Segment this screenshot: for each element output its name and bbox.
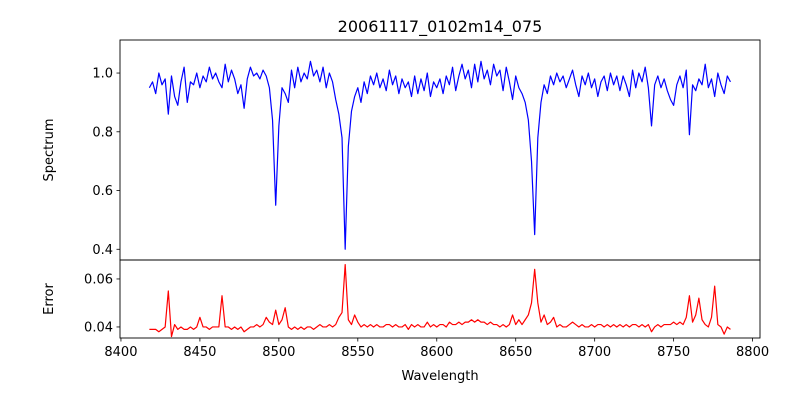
error-series-line (149, 263, 731, 338)
spectrum-y-tick-label: 0.4 (92, 243, 113, 258)
spectrum-y-tick-label: 0.6 (92, 184, 113, 199)
x-tick-label: 8800 (736, 345, 769, 360)
error-panel: 0.04 0.06 8400 8450 8500 8550 8600 8650 8700 8750… (84, 259, 769, 360)
x-tick-label: 8400 (104, 345, 137, 360)
x-tick-label: 8500 (262, 345, 295, 360)
spectrum-y-tick-label: 0.8 (92, 125, 113, 140)
x-tick-label: 8550 (341, 345, 374, 360)
spectrum-series-line (148, 60, 731, 250)
error-y-tick-label: 0.04 (84, 320, 113, 335)
x-tick-label: 8450 (183, 345, 216, 360)
spectrum-y-tick-label: 1.0 (92, 67, 113, 82)
spectrum-y-axis-title: Spectrum (42, 119, 57, 182)
x-tick-label: 8750 (657, 345, 690, 360)
x-tick-label: 8650 (499, 345, 532, 360)
error-axes-frame (119, 259, 761, 339)
x-tick-label: 8700 (578, 345, 611, 360)
error-y-tick-label: 0.06 (84, 272, 113, 287)
chart-title: 20061117_0102m14_075 (338, 17, 543, 37)
spectrum-panel: 0.4 0.6 0.8 1.0 (92, 39, 761, 261)
x-axis-title: Wavelength (401, 369, 478, 384)
error-y-axis-title: Error (42, 283, 57, 315)
x-tick-label: 8600 (420, 345, 453, 360)
